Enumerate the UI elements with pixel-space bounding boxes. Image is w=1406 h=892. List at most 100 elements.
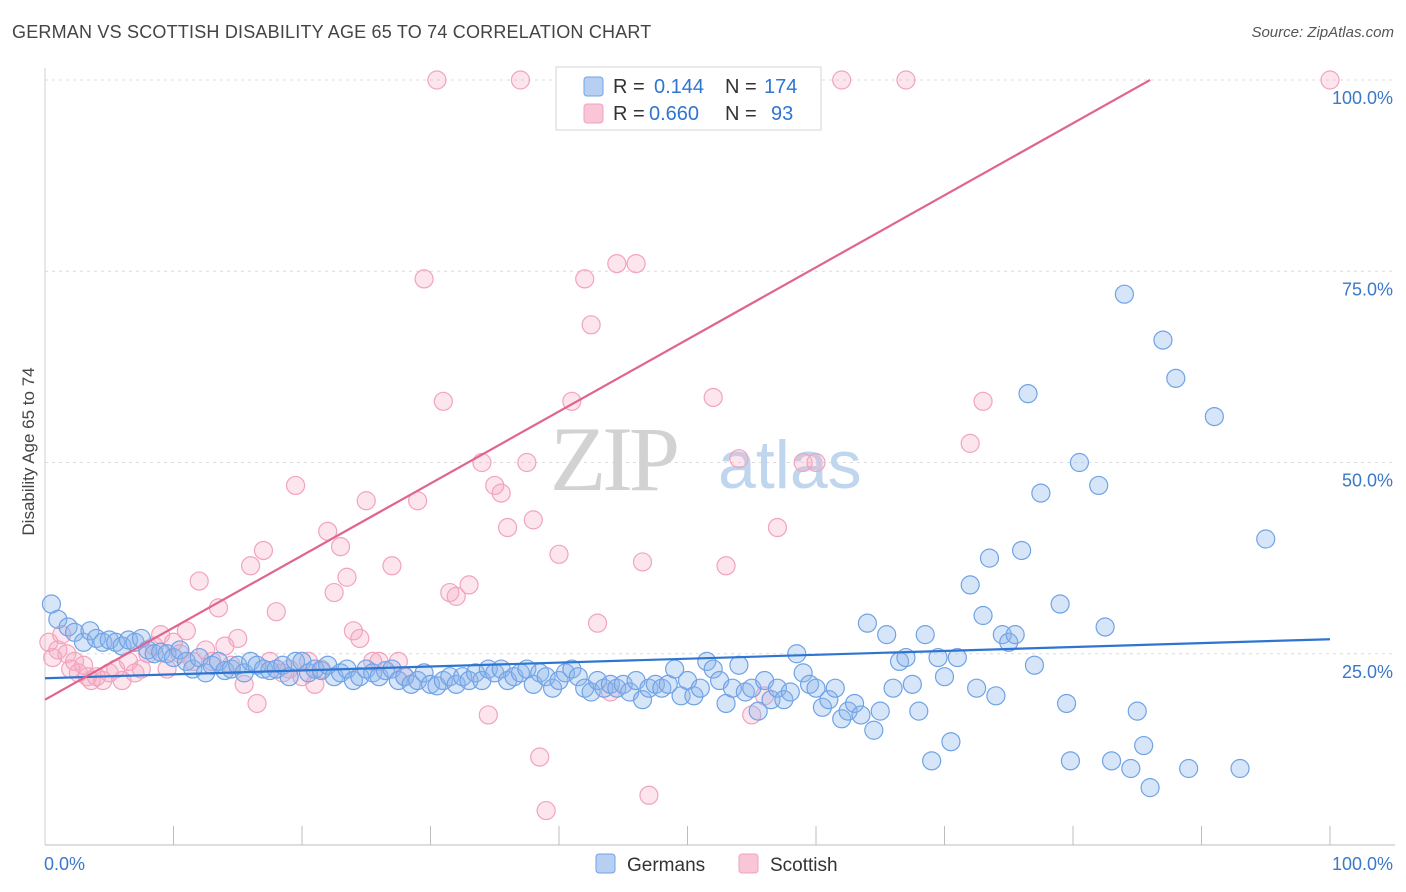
legend-swatch-germans [583, 76, 604, 97]
x-tick-label: 0.0% [44, 854, 85, 874]
german-point [613, 674, 633, 694]
legend-item-scottish-swatch [738, 853, 759, 874]
scottish-point [549, 544, 569, 564]
scottish-point [343, 621, 363, 641]
scottish-point [176, 621, 196, 641]
scottish-point [459, 575, 479, 595]
scottish-point [57, 644, 77, 664]
scottish-point [427, 70, 447, 90]
german-point [1095, 617, 1115, 637]
german-point [684, 686, 704, 706]
german-point [536, 667, 556, 687]
german-point [1127, 701, 1147, 721]
german-point [562, 659, 582, 679]
scottish-point [716, 556, 736, 576]
german-point [1060, 751, 1081, 771]
german-point [1230, 758, 1250, 779]
scottish-point [607, 254, 627, 274]
german-point [1153, 330, 1173, 350]
german-point [408, 670, 428, 691]
german-point [58, 617, 78, 637]
scottish-point [241, 556, 261, 576]
german-point [549, 670, 569, 691]
scottish-point [639, 785, 659, 805]
stats-legend: R = 0.144 N = 174 R = 0.660 N = 93 [555, 66, 822, 131]
scottish-point [703, 387, 723, 408]
german-point [1134, 735, 1154, 756]
scottish-point [285, 475, 306, 496]
german-point [825, 678, 845, 698]
scottish-point [478, 705, 498, 725]
german-point [1024, 655, 1045, 675]
german-point [1101, 751, 1122, 771]
german-point [864, 720, 884, 740]
german-point [902, 674, 922, 694]
german-point [1011, 540, 1032, 561]
german-point [1031, 483, 1051, 503]
scottish-point [517, 452, 537, 473]
legend-n-label-germans: N = [725, 76, 757, 98]
german-point [1050, 594, 1070, 614]
german-point [922, 751, 942, 771]
scottish-point [973, 391, 993, 411]
scottish-point [337, 567, 357, 587]
scottish-point [266, 602, 286, 622]
scottish-point [767, 517, 788, 538]
scottish-point [350, 628, 370, 649]
german-point [375, 660, 396, 681]
legend-item-germans-swatch [595, 853, 616, 874]
german-point [703, 659, 723, 679]
german-point [1056, 693, 1077, 714]
scottish-point [1320, 70, 1340, 90]
german-point [1114, 284, 1135, 304]
german-point [170, 640, 190, 660]
german-point [420, 674, 441, 694]
legend-item-germans: Germans [627, 855, 705, 876]
german-point [228, 655, 248, 675]
german-point [414, 663, 434, 683]
scottish-point [356, 491, 376, 511]
german-point [587, 670, 608, 691]
y-tick-label: 100.0% [1332, 88, 1393, 108]
y-axis-label: Disability Age 65 to 74 [19, 367, 38, 535]
german-point [877, 625, 897, 645]
watermark-atlas: atlas [718, 427, 862, 503]
german-point [838, 701, 858, 721]
german-point [806, 678, 826, 698]
scottish-point [491, 483, 511, 503]
scottish-point [324, 582, 344, 603]
german-point [928, 647, 948, 668]
trend-line-germans [44, 638, 1331, 680]
y-tick-label: 50.0% [1342, 471, 1393, 491]
german-point [832, 709, 852, 729]
legend-r-value-germans: 0.144 [654, 76, 704, 98]
german-point [465, 663, 486, 683]
german-point [870, 701, 890, 721]
legend-r-label-germans: R = [613, 76, 645, 98]
axis-ticks: 25.0% 50.0% 75.0% 100.0% 0.0% 100.0% [44, 88, 1393, 874]
y-tick-label: 75.0% [1342, 279, 1393, 299]
legend-r-label-scottish: R = [613, 103, 645, 125]
scottish-point [228, 628, 248, 649]
german-point [748, 701, 768, 721]
scottish-point [510, 70, 531, 90]
german-point [1069, 452, 1090, 473]
scottish-point [626, 254, 646, 274]
german-point [780, 682, 800, 702]
german-point [793, 663, 813, 683]
scottish-point [234, 674, 254, 694]
german-point [883, 678, 903, 698]
german-point [999, 632, 1019, 652]
german-point [568, 667, 588, 687]
german-point [967, 678, 987, 698]
german-point [934, 667, 955, 687]
german-point [1089, 475, 1109, 496]
german-point [1204, 407, 1224, 427]
scottish-point [414, 269, 434, 289]
scottish-point [575, 269, 595, 289]
scottish-point [632, 552, 653, 572]
german-point [1018, 384, 1038, 404]
watermark-zip: ZIP [550, 408, 677, 510]
watermark: ZIP atlas [550, 408, 862, 510]
scottish-point [581, 315, 601, 335]
